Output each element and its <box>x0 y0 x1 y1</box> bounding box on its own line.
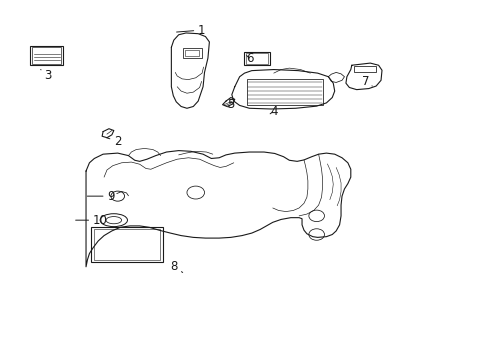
Bar <box>30 46 63 65</box>
Bar <box>91 226 163 262</box>
Text: 1: 1 <box>176 24 205 37</box>
Text: 8: 8 <box>170 260 183 273</box>
Text: 9: 9 <box>87 190 114 203</box>
Bar <box>94 229 160 260</box>
Bar <box>353 66 375 72</box>
Bar <box>32 47 61 64</box>
Bar <box>182 48 202 58</box>
Text: 2: 2 <box>106 135 121 148</box>
Bar <box>246 78 322 105</box>
Text: 7: 7 <box>361 75 371 88</box>
Bar <box>184 50 198 56</box>
Text: 10: 10 <box>76 214 107 227</box>
Text: 5: 5 <box>227 98 234 111</box>
Text: 6: 6 <box>246 52 254 65</box>
Bar <box>246 53 267 64</box>
Text: 3: 3 <box>41 69 51 82</box>
Text: 4: 4 <box>269 105 277 118</box>
Bar <box>244 51 269 65</box>
